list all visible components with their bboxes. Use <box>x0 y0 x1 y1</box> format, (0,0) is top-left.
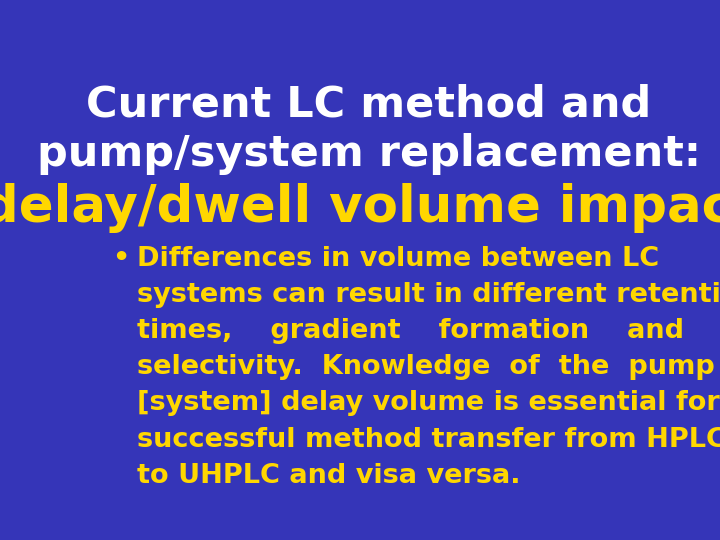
Text: Differences in volume between LC: Differences in volume between LC <box>138 246 660 272</box>
Text: selectivity.  Knowledge  of  the  pump: selectivity. Knowledge of the pump <box>138 354 715 380</box>
Text: systems can result in different retention: systems can result in different retentio… <box>138 282 720 308</box>
Text: successful method transfer from HPLC: successful method transfer from HPLC <box>138 427 720 453</box>
Text: [system] delay volume is essential for: [system] delay volume is essential for <box>138 390 720 416</box>
Text: Current LC method and: Current LC method and <box>86 84 652 125</box>
Text: •: • <box>112 246 130 272</box>
Text: times,    gradient    formation    and: times, gradient formation and <box>138 318 685 344</box>
Text: delay/dwell volume impact: delay/dwell volume impact <box>0 183 720 233</box>
Text: to UHPLC and visa versa.: to UHPLC and visa versa. <box>138 463 521 489</box>
Text: pump/system replacement:: pump/system replacement: <box>37 133 701 176</box>
